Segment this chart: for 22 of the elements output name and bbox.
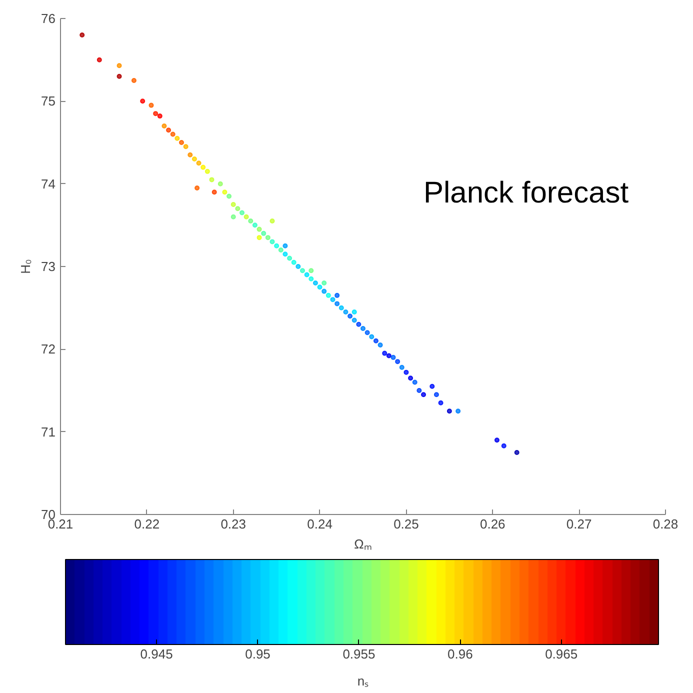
color-bar-label: 0.945: [140, 646, 173, 662]
y-tick-label: 71: [41, 424, 56, 440]
x-tick-label: 0.26: [480, 516, 506, 532]
y-tick-label: 75: [41, 94, 56, 109]
color-bar-label: 0.96: [448, 646, 473, 662]
color-bar-label: 0.955: [342, 646, 376, 662]
color-bar-label: 0.965: [545, 646, 578, 662]
color-bar-label: 0.95: [245, 646, 270, 662]
x-tick-label: 0.25: [394, 516, 419, 532]
y-axis-title: H₀: [18, 259, 34, 274]
x-tick-label: 0.24: [307, 516, 332, 532]
y-tick-label: 73: [41, 259, 56, 274]
y-tick-label: 74: [41, 176, 56, 192]
y-tick-label: 76: [41, 11, 56, 26]
y-tick-label: 72: [41, 342, 56, 357]
x-tick-label: 0.23: [220, 516, 246, 532]
x-axis-title: Ωₘ: [354, 536, 372, 552]
x-tick-label: 0.28: [652, 516, 678, 532]
color-bar-title: nₛ: [357, 674, 369, 688]
annotation: Planck forecast: [424, 176, 630, 210]
x-tick-label: 0.27: [566, 516, 592, 532]
x-tick-label: 0.22: [134, 516, 160, 532]
